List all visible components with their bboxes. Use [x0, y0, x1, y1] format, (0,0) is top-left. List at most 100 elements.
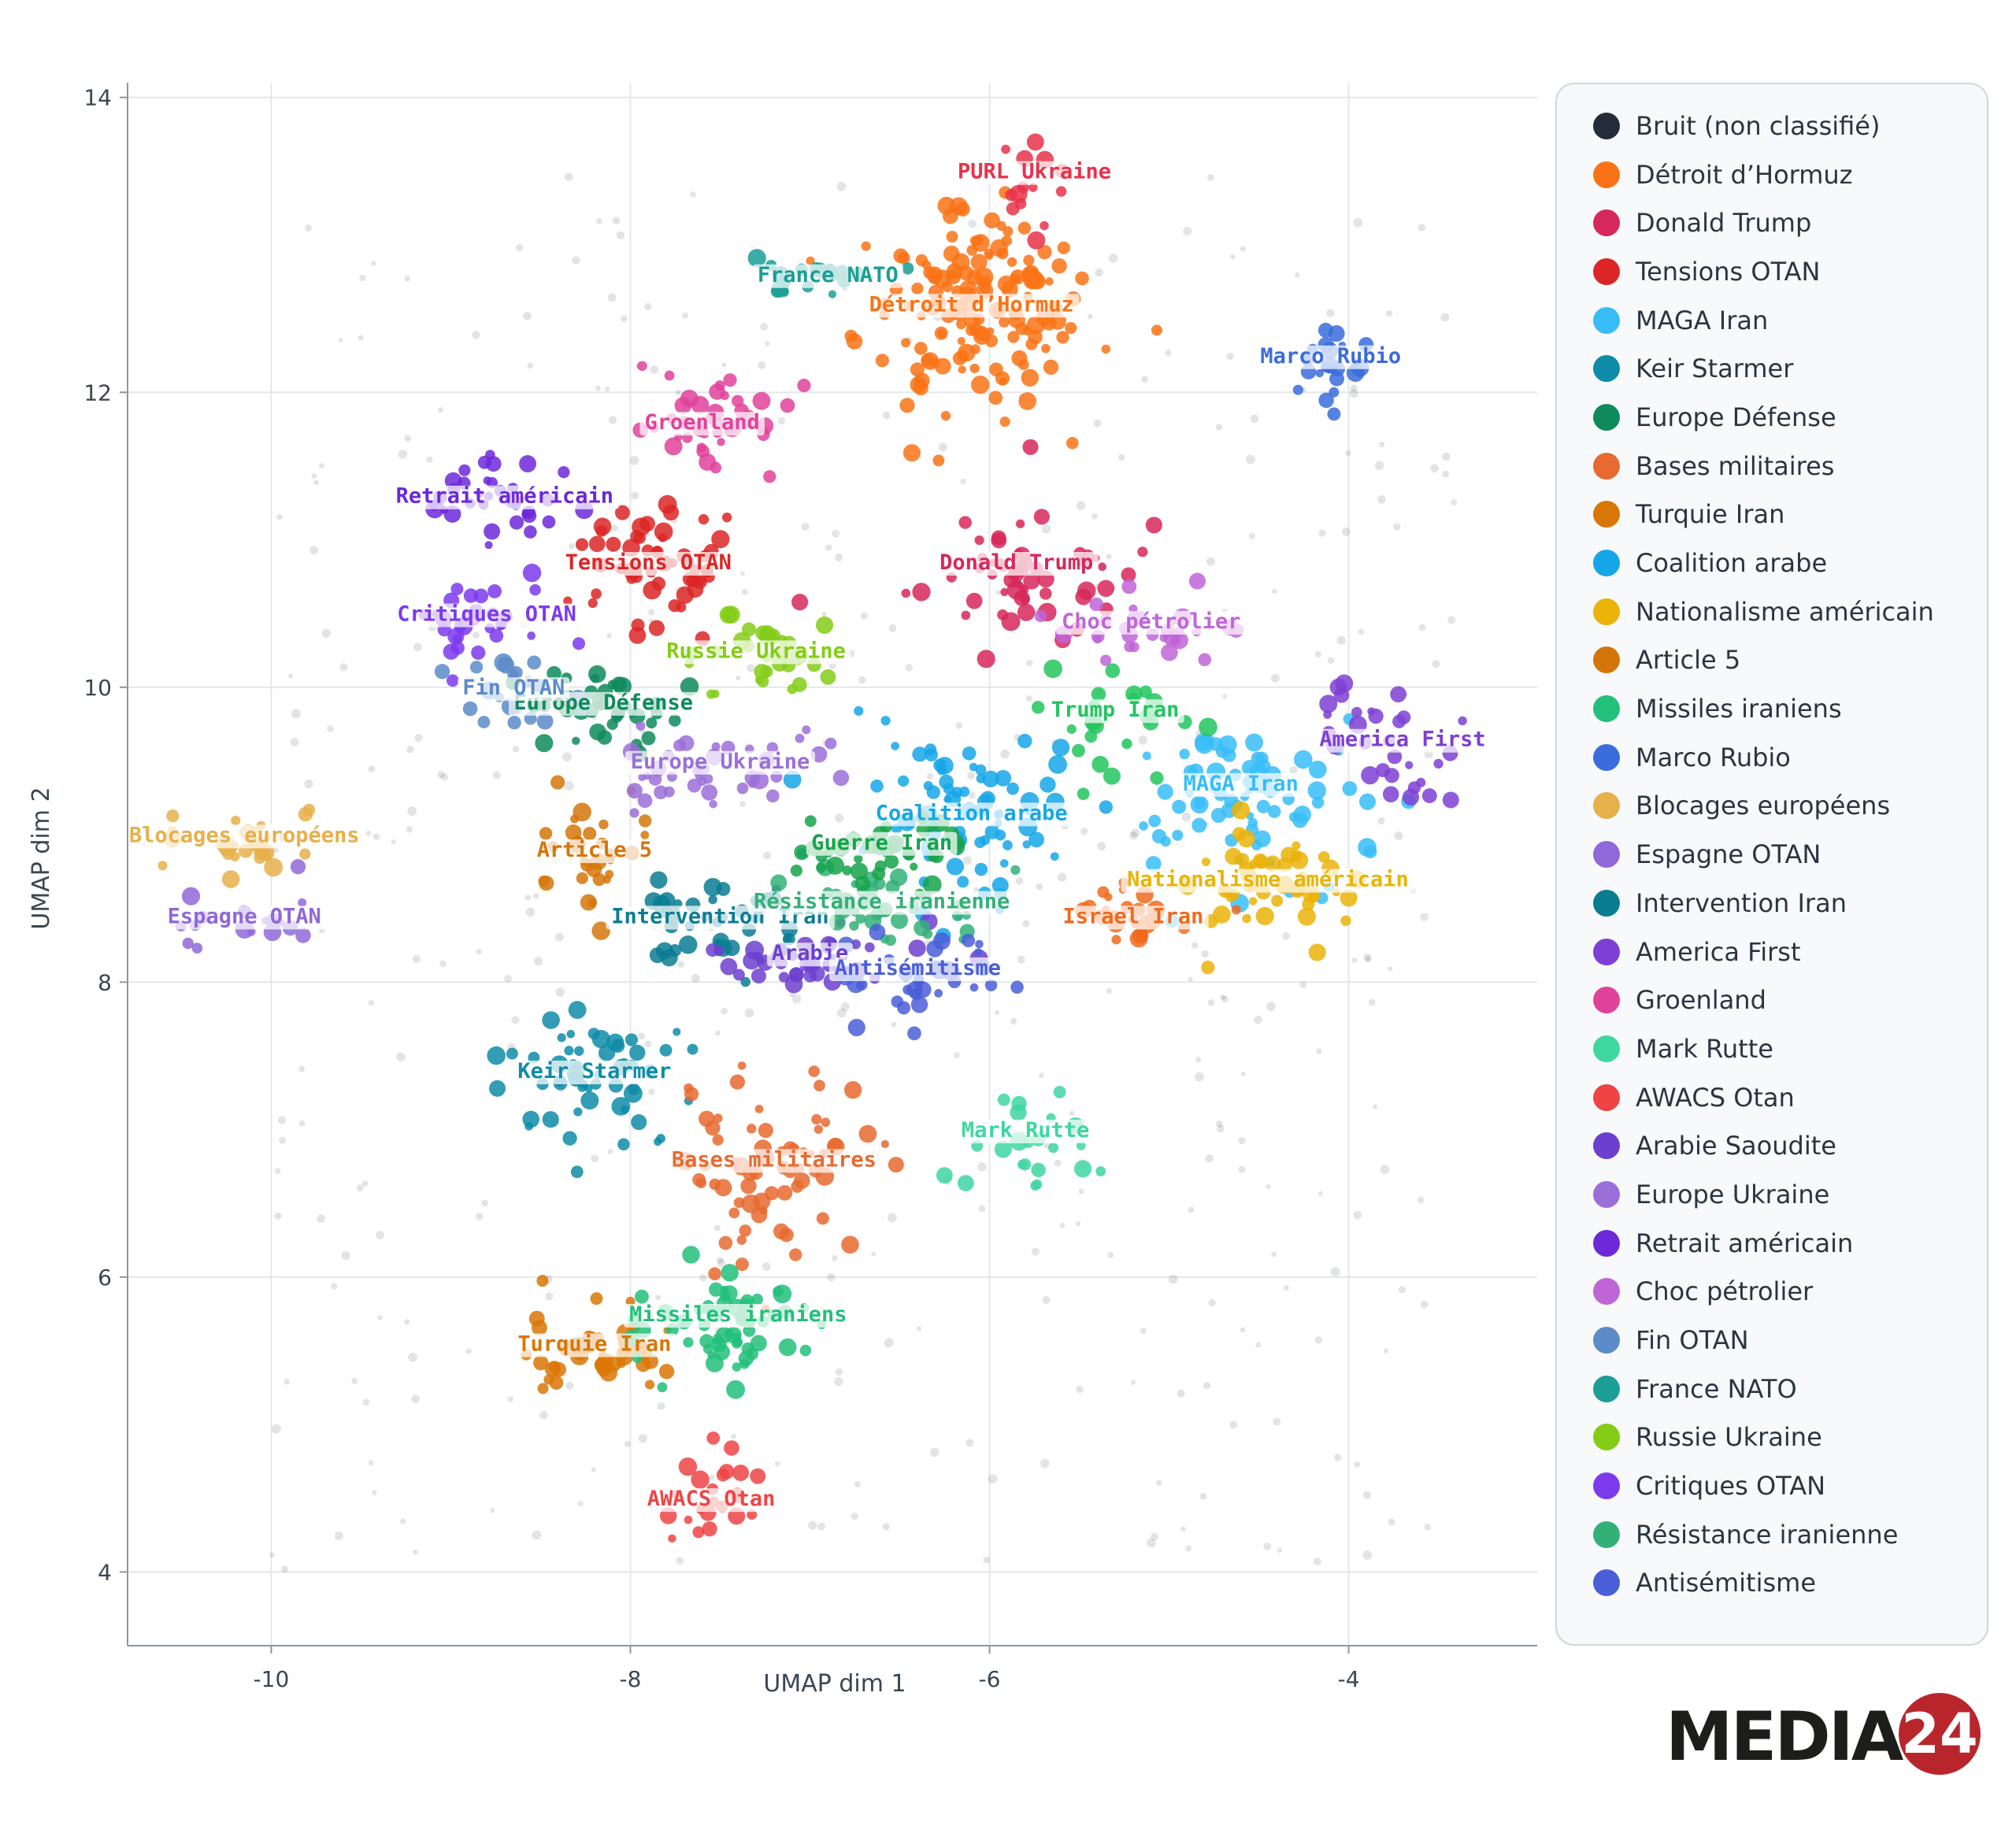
legend-item: Nationalisme américain [1593, 587, 1987, 636]
legend-item: Espagne OTAN [1593, 830, 1987, 879]
data-point [914, 981, 932, 998]
data-point [628, 1083, 640, 1095]
noise-point [404, 435, 412, 442]
data-point [934, 357, 951, 375]
data-point [1040, 220, 1049, 231]
noise-point [1283, 1285, 1289, 1291]
data-point [713, 1113, 723, 1124]
noise-point [648, 1088, 655, 1095]
data-point [191, 943, 203, 954]
cluster-label: Marco Rubio [1260, 344, 1401, 369]
noise-point [835, 813, 844, 823]
noise-point [1394, 831, 1403, 841]
legend-swatch [1593, 987, 1620, 1014]
noise-point [871, 1251, 876, 1257]
noise-point [1022, 920, 1030, 928]
data-point [974, 862, 988, 876]
data-point [1311, 796, 1325, 809]
data-point [646, 717, 658, 729]
noise-point [721, 1007, 728, 1015]
data-point [982, 770, 999, 787]
data-point [971, 234, 990, 252]
data-point [975, 764, 987, 776]
data-point [858, 1124, 877, 1143]
cluster-label: Détroit d’Hormuz [869, 292, 1074, 317]
data-point [1031, 1162, 1046, 1178]
data-point [779, 287, 789, 297]
data-point [434, 664, 450, 680]
noise-point [953, 1052, 960, 1058]
noise-point [426, 456, 433, 463]
legend-swatch [1593, 841, 1620, 869]
data-point [783, 770, 802, 789]
cluster-label: Israel Iran [1063, 904, 1204, 928]
noise-point [1362, 1491, 1371, 1499]
data-point [536, 1275, 549, 1287]
cluster-label-bg [512, 1061, 676, 1085]
noise-point [825, 544, 832, 551]
noise-point [1272, 588, 1277, 594]
noise-point [1447, 616, 1456, 624]
noise-point [413, 1549, 418, 1555]
legend-item: Intervention Iran [1593, 879, 1987, 928]
cluster-label-bg [639, 412, 765, 436]
data-point [732, 1465, 750, 1481]
noise-point [821, 611, 827, 617]
data-point [1025, 338, 1038, 350]
noise-point [1077, 501, 1086, 510]
noise-point [1380, 1165, 1390, 1175]
data-point [911, 282, 924, 295]
data-point [721, 512, 732, 523]
noise-point [1326, 309, 1335, 318]
data-point [1033, 509, 1050, 525]
data-point [1358, 838, 1377, 857]
noise-point [882, 1523, 890, 1531]
noise-point [407, 806, 417, 816]
data-point [1293, 806, 1312, 824]
noise-point [1363, 953, 1372, 961]
data-point [1172, 829, 1184, 841]
data-point [728, 1207, 740, 1219]
legend-item: Mark Rutte [1593, 1024, 1987, 1073]
data-point [290, 859, 306, 875]
data-point [538, 875, 550, 887]
noise-point [404, 276, 411, 282]
noise-point [1424, 1523, 1432, 1531]
data-point [668, 598, 681, 613]
cluster-label-bg [560, 551, 737, 576]
data-point [828, 290, 837, 298]
noise-point [960, 478, 966, 484]
noise-point [1385, 309, 1393, 317]
data-point [696, 444, 710, 458]
cluster-label-bg [752, 264, 904, 288]
data-point [487, 1046, 506, 1065]
noise-point [358, 335, 364, 341]
noise-point [1156, 1480, 1162, 1487]
legend-label: Espagne OTAN [1636, 839, 1821, 870]
noise-point [290, 738, 299, 746]
data-point [820, 669, 836, 685]
data-point [1095, 1166, 1106, 1176]
data-point [1329, 371, 1345, 387]
cluster-label: Donald Trump [939, 550, 1093, 575]
data-point [1101, 344, 1111, 354]
data-point [1294, 750, 1313, 769]
noise-point [370, 261, 376, 266]
noise-point [1330, 1267, 1340, 1277]
data-point [976, 773, 987, 783]
data-point [587, 598, 598, 609]
data-point [888, 1157, 904, 1173]
data-point [528, 1051, 540, 1064]
noise-point [413, 643, 422, 652]
data-point [1241, 760, 1258, 776]
noise-point [764, 341, 770, 346]
data-point [943, 783, 954, 794]
data-point [1014, 580, 1023, 589]
noise-point [713, 1224, 721, 1232]
data-point [802, 725, 811, 735]
data-point [574, 1046, 584, 1056]
noise-point [1317, 1191, 1324, 1197]
data-point [969, 983, 979, 992]
legend-label: Fin OTAN [1636, 1325, 1749, 1356]
noise-point [882, 411, 891, 420]
